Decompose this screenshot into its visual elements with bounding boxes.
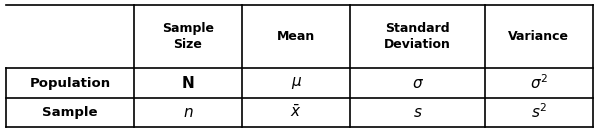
Text: Variance: Variance bbox=[509, 30, 570, 43]
Text: $\sigma^2$: $\sigma^2$ bbox=[530, 74, 548, 92]
Text: Sample: Sample bbox=[42, 106, 98, 119]
Text: Population: Population bbox=[29, 77, 110, 89]
Text: N: N bbox=[181, 76, 194, 91]
Text: $s$: $s$ bbox=[413, 105, 422, 120]
Text: $\mu$: $\mu$ bbox=[291, 75, 302, 91]
Text: $n$: $n$ bbox=[183, 105, 193, 120]
Text: Standard
Deviation: Standard Deviation bbox=[384, 22, 451, 51]
Text: $s^2$: $s^2$ bbox=[531, 103, 547, 121]
Text: Sample
Size: Sample Size bbox=[162, 22, 214, 51]
Text: $\sigma$: $\sigma$ bbox=[412, 76, 423, 91]
Text: Mean: Mean bbox=[277, 30, 315, 43]
Text: $\bar{x}$: $\bar{x}$ bbox=[291, 104, 302, 120]
